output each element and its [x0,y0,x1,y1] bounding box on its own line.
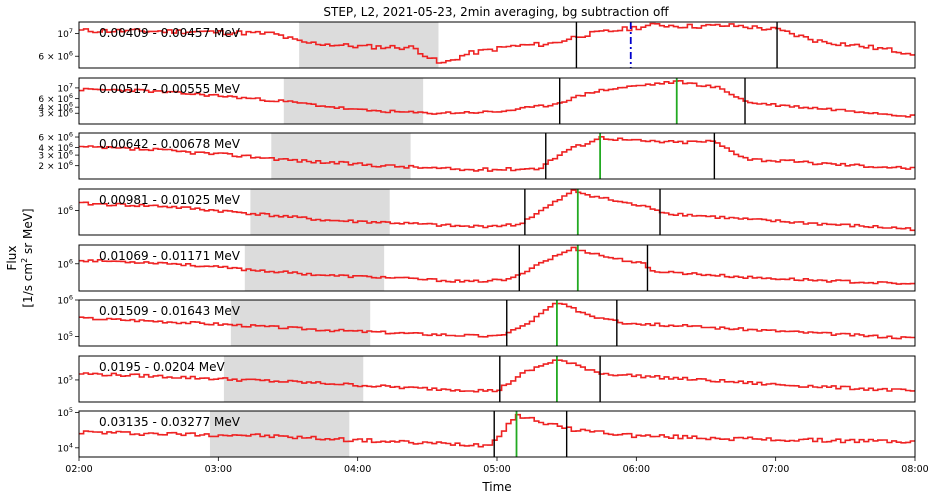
shared-x-axis: 02:00 03:00 04:00 05:00 06:00 07:00 08:00 [65,457,929,475]
y-tick-label: 6 × 106 [38,50,73,63]
shaded-interval [283,78,424,124]
panel-frame [78,21,916,69]
energy-range-label: 0.0195 - 0.0204 MeV [99,360,225,374]
x-tick-label: 05:00 [483,464,510,475]
panel-frame [78,355,916,403]
x-axis-label: Time [481,480,511,494]
energy-range-label: 0.00642 - 0.00678 MeV [99,137,241,151]
flux-series-line [79,359,915,393]
x-tick-label: 04:00 [344,464,371,475]
y-axis-label-exponent: 2 [20,258,29,263]
energy-range-label: 0.01069 - 0.01171 MeV [99,249,241,263]
chart-title: STEP, L2, 2021-05-23, 2min averaging, bg… [323,5,669,19]
y-tick-label: 105 [57,373,73,386]
shaded-interval [271,133,411,179]
y-tick-label: 105 [57,406,73,419]
shaded-interval [244,245,385,291]
panel-frame [78,188,916,236]
flux-series-line [79,22,915,64]
flux-series-line [79,80,915,118]
y-tick-label: 107 [57,81,73,94]
y-tick-label: 106 [57,294,73,307]
x-tick-label: 06:00 [623,464,650,475]
panel-frame [78,244,916,292]
flux-series-line [79,413,915,448]
shaded-interval [209,411,350,457]
x-tick-label: 02:00 [65,464,92,475]
y-tick-label: 106 [57,204,73,217]
panel-frame [78,299,916,347]
panel-8: 105 104 0.03135 - 0.03277 MeV [57,406,916,458]
flux-series-line [79,189,915,232]
flux-series-line [79,136,915,172]
y-tick-label: 4 × 106 [38,141,73,154]
y-axis-label: Flux [1/s cm2 sr MeV] [5,208,35,307]
panel-6: 106 105 0.01509 - 0.01643 MeV [57,294,916,347]
x-tick-label: 03:00 [205,464,232,475]
y-axis-label-units-tail: sr MeV] [21,208,35,257]
y-tick-label: 2 × 106 [38,159,73,172]
y-tick-label: 106 [57,257,73,270]
y-tick-label: 3 × 106 [38,107,73,120]
flux-series-line [79,302,915,340]
flux-series-line [79,246,915,285]
y-axis-label-line1: Flux [5,246,19,271]
y-tick-label: 6 × 106 [38,92,73,105]
x-tick-label: 08:00 [901,464,928,475]
y-tick-label: 104 [57,441,73,454]
y-axis-label-units: [1/s cm [21,263,35,308]
y-tick-label: 6 × 106 [38,131,73,144]
panel-frame [78,77,916,125]
panel-1: 107 6 × 106 0.00409 - 0.00457 MeV [38,21,916,69]
y-axis-label-line2: [1/s cm2 sr MeV] [20,208,35,307]
shaded-interval [250,189,390,235]
y-tick-label: 4 × 106 [38,101,73,114]
energy-range-label: 0.03135 - 0.03277 MeV [99,415,241,429]
panel-4: 106 0.00981 - 0.01025 MeV [57,188,916,236]
y-tick-label: 107 [57,27,73,40]
energy-range-label: 0.00981 - 0.01025 MeV [99,193,241,207]
panel-frame [78,132,916,180]
energy-range-label: 0.01509 - 0.01643 MeV [99,304,241,318]
panel-7: 105 0.0195 - 0.0204 MeV [57,355,916,403]
y-tick-label: 3 × 106 [38,149,73,162]
panel-5: 106 0.01069 - 0.01171 MeV [57,244,916,292]
energy-range-label: 0.00517 - 0.00555 MeV [99,82,241,96]
energy-range-label: 0.00409 - 0.00457 MeV [99,26,241,40]
x-tick-label: 07:00 [762,464,789,475]
y-tick-label: 105 [57,330,73,343]
shaded-interval [230,300,371,346]
